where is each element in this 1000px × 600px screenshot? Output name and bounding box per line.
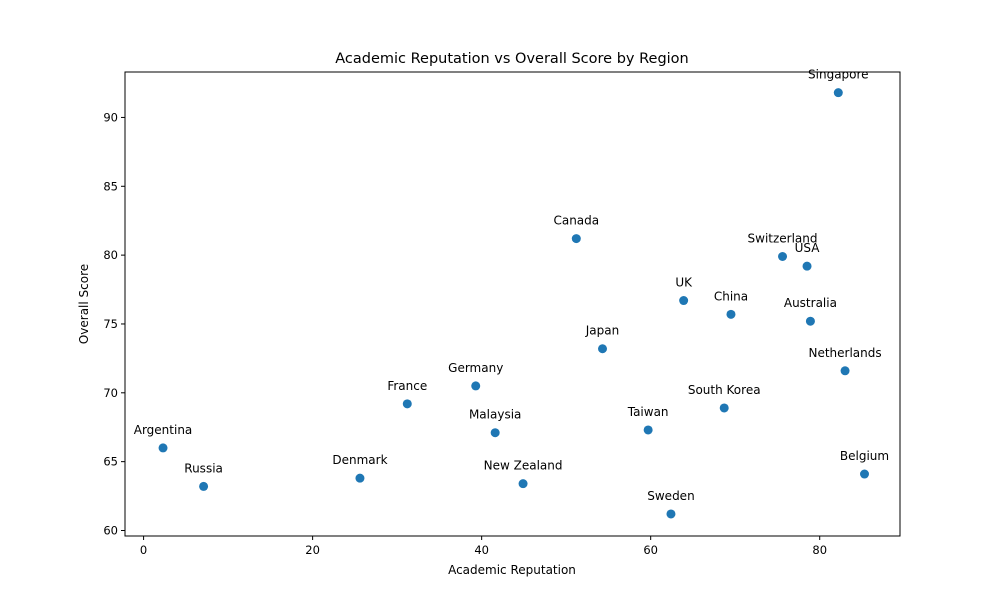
y-tick-label: 75 xyxy=(103,317,118,331)
data-point xyxy=(726,309,736,319)
point-label: Germany xyxy=(448,361,503,375)
point-label: Netherlands xyxy=(808,346,881,360)
y-tick-label: 60 xyxy=(103,523,118,537)
data-points xyxy=(158,88,870,519)
point-label: Malaysia xyxy=(469,408,521,422)
point-label: Taiwan xyxy=(627,405,669,419)
plot-frame xyxy=(124,71,901,537)
data-point xyxy=(199,481,209,491)
y-tick-label: 70 xyxy=(103,386,118,400)
data-point xyxy=(679,296,689,306)
point-label: USA xyxy=(795,241,821,255)
data-point xyxy=(666,509,676,519)
x-tick-label: 80 xyxy=(812,543,827,557)
data-point xyxy=(833,88,843,98)
data-point xyxy=(402,399,412,409)
point-label: Denmark xyxy=(332,453,387,467)
data-point xyxy=(571,234,581,244)
chart-title: Academic Reputation vs Overall Score by … xyxy=(335,51,689,67)
data-point xyxy=(805,316,815,326)
y-tick-label: 90 xyxy=(103,110,118,124)
data-point xyxy=(802,261,812,271)
point-label: South Korea xyxy=(688,383,761,397)
x-axis-label: Academic Reputation xyxy=(448,563,576,577)
point-label: Japan xyxy=(585,324,619,338)
x-tick-label: 20 xyxy=(305,543,320,557)
data-point xyxy=(471,381,481,391)
data-point xyxy=(860,469,870,479)
point-label: Russia xyxy=(184,461,223,475)
x-tick-label: 60 xyxy=(643,543,658,557)
point-label: Sweden xyxy=(647,489,694,503)
point-label: Switzerland xyxy=(748,231,818,245)
data-point xyxy=(490,428,500,438)
point-label: Argentina xyxy=(134,423,193,437)
point-label: Canada xyxy=(553,214,599,228)
x-axis: 0 20 40 60 80 xyxy=(140,536,827,557)
point-label: Australia xyxy=(784,296,837,310)
x-tick-label: 40 xyxy=(474,543,489,557)
y-axis: 60 65 70 75 80 85 90 xyxy=(103,110,125,537)
data-point xyxy=(778,251,788,261)
point-label: France xyxy=(387,379,427,393)
data-point xyxy=(158,443,168,453)
data-point xyxy=(598,344,608,354)
x-tick-label: 0 xyxy=(140,543,147,557)
y-tick-label: 65 xyxy=(103,455,118,469)
point-label: Singapore xyxy=(808,68,869,82)
point-label: Belgium xyxy=(840,449,889,463)
data-point xyxy=(719,403,729,413)
data-point xyxy=(355,473,365,483)
point-label: UK xyxy=(675,276,693,290)
point-label: New Zealand xyxy=(484,459,563,473)
data-point xyxy=(840,366,850,376)
point-label: China xyxy=(714,289,748,303)
data-point xyxy=(643,425,653,435)
y-tick-label: 85 xyxy=(103,179,118,193)
y-tick-label: 80 xyxy=(103,248,118,262)
data-point xyxy=(518,479,528,489)
y-axis-label: Overall Score xyxy=(77,264,91,344)
